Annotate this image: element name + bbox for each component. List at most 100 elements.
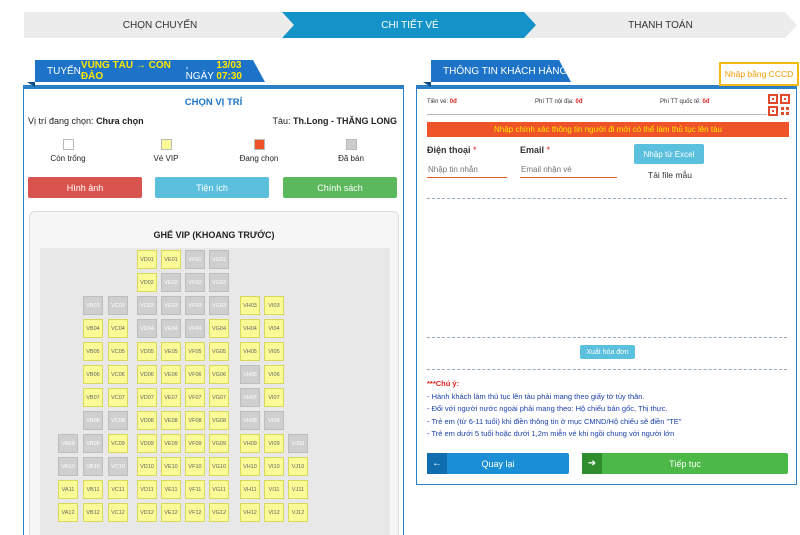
seat-vi04[interactable]: VI04 (264, 319, 284, 338)
seat-vd12[interactable]: VD12 (137, 503, 157, 522)
seat-ve10[interactable]: VE10 (161, 457, 181, 476)
seat-vh03[interactable]: VH03 (240, 296, 260, 315)
seat-vd02[interactable]: VD02 (137, 273, 157, 292)
seat-vh10[interactable]: VH10 (240, 457, 260, 476)
seat-vi08[interactable]: VI08 (264, 411, 284, 430)
amenities-button[interactable]: Tiện ích (155, 177, 269, 198)
seat-vb11[interactable]: VB11 (83, 480, 103, 499)
seat-vc07[interactable]: VC07 (108, 388, 128, 407)
seat-va12[interactable]: VA12 (58, 503, 78, 522)
seat-vd04[interactable]: VD04 (137, 319, 157, 338)
seat-va11[interactable]: VA11 (58, 480, 78, 499)
seat-ve07[interactable]: VE07 (161, 388, 181, 407)
seat-vc06[interactable]: VC06 (108, 365, 128, 384)
seat-vg07[interactable]: VG07 (209, 388, 229, 407)
seat-vd06[interactable]: VD06 (137, 365, 157, 384)
seat-vh05[interactable]: VH05 (240, 342, 260, 361)
seat-vg11[interactable]: VG11 (209, 480, 229, 499)
seat-vb08[interactable]: VB08 (83, 411, 103, 430)
seat-vb03[interactable]: VB03 (83, 296, 103, 315)
seat-ve01[interactable]: VE01 (161, 250, 181, 269)
seat-vj09[interactable]: VJ09 (288, 434, 308, 453)
seat-vf12[interactable]: VF12 (185, 503, 205, 522)
seat-vd01[interactable]: VD01 (137, 250, 157, 269)
seat-vg01[interactable]: VG01 (209, 250, 229, 269)
seat-va10[interactable]: VA10 (58, 457, 78, 476)
seat-vf07[interactable]: VF07 (185, 388, 205, 407)
seat-vh04[interactable]: VH04 (240, 319, 260, 338)
seat-vi06[interactable]: VI06 (264, 365, 284, 384)
seat-vd05[interactable]: VD05 (137, 342, 157, 361)
seat-vb04[interactable]: VB04 (83, 319, 103, 338)
seat-ve03[interactable]: VE03 (161, 296, 181, 315)
seat-vg09[interactable]: VG09 (209, 434, 229, 453)
images-button[interactable]: Hình ảnh (28, 177, 142, 198)
seat-ve12[interactable]: VE12 (161, 503, 181, 522)
email-input[interactable] (520, 162, 617, 178)
seat-ve06[interactable]: VE06 (161, 365, 181, 384)
step-choose-trip[interactable]: CHỌN CHUYẾN (24, 12, 296, 38)
seat-vg08[interactable]: VG08 (209, 411, 229, 430)
seat-vg10[interactable]: VG10 (209, 457, 229, 476)
cccd-import-button[interactable]: Nhập bằng CCCD (719, 62, 799, 86)
seat-vh09[interactable]: VH09 (240, 434, 260, 453)
seat-ve04[interactable]: VE04 (161, 319, 181, 338)
download-sample-link[interactable]: Tải file mẫu (648, 170, 692, 180)
seat-vj10[interactable]: VJ10 (288, 457, 308, 476)
seat-vh06[interactable]: VH06 (240, 365, 260, 384)
seat-vg12[interactable]: VG12 (209, 503, 229, 522)
seat-vb06[interactable]: VB06 (83, 365, 103, 384)
seat-vg06[interactable]: VG06 (209, 365, 229, 384)
seat-vf03[interactable]: VF03 (185, 296, 205, 315)
seat-vj12[interactable]: VJ12 (288, 503, 308, 522)
seat-vh12[interactable]: VH12 (240, 503, 260, 522)
seat-vi09[interactable]: VI09 (264, 434, 284, 453)
export-invoice-button[interactable]: Xuất hóa đơn (580, 345, 635, 359)
seat-ve08[interactable]: VE08 (161, 411, 181, 430)
seat-vf11[interactable]: VF11 (185, 480, 205, 499)
seat-vf06[interactable]: VF06 (185, 365, 205, 384)
seat-ve05[interactable]: VE05 (161, 342, 181, 361)
seat-vd11[interactable]: VD11 (137, 480, 157, 499)
seat-vg03[interactable]: VG03 (209, 296, 229, 315)
seat-vc08[interactable]: VC08 (108, 411, 128, 430)
phone-input[interactable] (427, 162, 507, 178)
seat-vi12[interactable]: VI12 (264, 503, 284, 522)
seat-vd09[interactable]: VD09 (137, 434, 157, 453)
step-payment[interactable]: THANH TOÁN (524, 12, 797, 38)
seat-vi03[interactable]: VI03 (264, 296, 284, 315)
seat-vh07[interactable]: VH07 (240, 388, 260, 407)
seat-vf09[interactable]: VF09 (185, 434, 205, 453)
seat-vb07[interactable]: VB07 (83, 388, 103, 407)
seat-ve02[interactable]: VE02 (161, 273, 181, 292)
seat-vg02[interactable]: VG02 (209, 273, 229, 292)
continue-button[interactable]: ➜ Tiếp tục (582, 453, 788, 474)
seat-vi11[interactable]: VI11 (264, 480, 284, 499)
seat-vj11[interactable]: VJ11 (288, 480, 308, 499)
seat-vc10[interactable]: VC10 (108, 457, 128, 476)
seat-vb12[interactable]: VB12 (83, 503, 103, 522)
seat-vi05[interactable]: VI05 (264, 342, 284, 361)
back-button[interactable]: ← Quay lại (427, 453, 569, 474)
seat-vb05[interactable]: VB05 (83, 342, 103, 361)
seat-vc03[interactable]: VC03 (108, 296, 128, 315)
seat-vf02[interactable]: VF02 (185, 273, 205, 292)
seat-vc12[interactable]: VC12 (108, 503, 128, 522)
seat-vi10[interactable]: VI10 (264, 457, 284, 476)
seat-vg04[interactable]: VG04 (209, 319, 229, 338)
seat-vd03[interactable]: VD03 (137, 296, 157, 315)
seat-vh08[interactable]: VH08 (240, 411, 260, 430)
seat-vf04[interactable]: VF04 (185, 319, 205, 338)
seat-ve09[interactable]: VE09 (161, 434, 181, 453)
seat-vh11[interactable]: VH11 (240, 480, 260, 499)
policy-button[interactable]: Chính sách (283, 177, 397, 198)
seat-vb09[interactable]: VB09 (83, 434, 103, 453)
seat-vd10[interactable]: VD10 (137, 457, 157, 476)
seat-vc11[interactable]: VC11 (108, 480, 128, 499)
seat-vi07[interactable]: VI07 (264, 388, 284, 407)
seat-vd07[interactable]: VD07 (137, 388, 157, 407)
seat-vc05[interactable]: VC05 (108, 342, 128, 361)
seat-ve11[interactable]: VE11 (161, 480, 181, 499)
seat-vd08[interactable]: VD08 (137, 411, 157, 430)
seat-vc04[interactable]: VC04 (108, 319, 128, 338)
